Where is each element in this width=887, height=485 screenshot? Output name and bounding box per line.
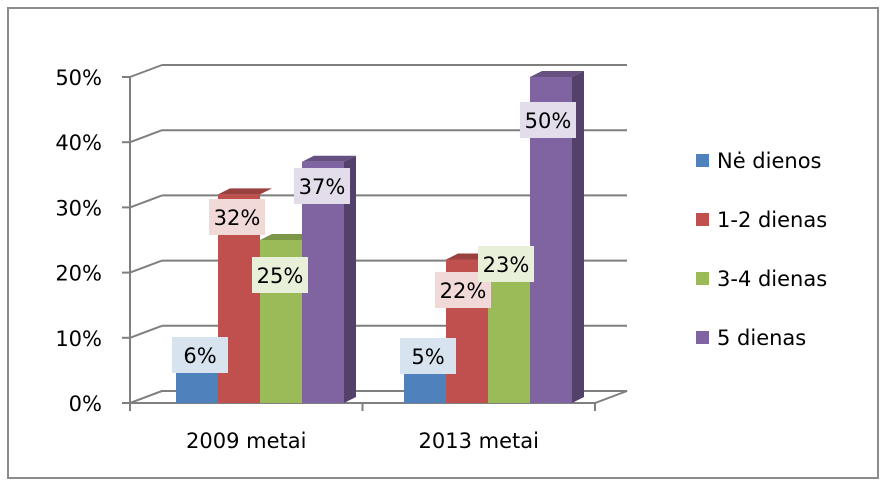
- side-gridline: [129, 390, 163, 404]
- data-label-text: 25%: [257, 264, 304, 288]
- legend-swatch: [696, 331, 709, 344]
- data-label: 50%: [520, 102, 576, 138]
- legend-label: 3-4 dienas: [717, 267, 827, 291]
- side-gridline: [129, 259, 163, 274]
- y-tick-label: 10%: [55, 327, 102, 351]
- data-label-text: 23%: [483, 253, 530, 277]
- data-label-text: 37%: [299, 175, 346, 199]
- data-label-text: 5%: [411, 345, 444, 369]
- data-label: 25%: [252, 257, 308, 293]
- legend-label: Nė dienos: [717, 149, 822, 173]
- legend-swatch: [696, 213, 709, 226]
- data-label-text: 50%: [525, 109, 572, 133]
- side-gridline: [129, 129, 163, 144]
- data-label-box: [252, 257, 308, 293]
- x-category-label: 2009 metai: [186, 429, 306, 453]
- legend-item: 1-2 dienas: [696, 208, 827, 232]
- legend-label: 5 dienas: [717, 326, 806, 350]
- legend-item: 3-4 dienas: [696, 267, 827, 291]
- y-tick-label: 40%: [55, 131, 102, 155]
- data-label-box: [172, 337, 228, 373]
- data-label-text: 6%: [183, 344, 216, 368]
- bar-top: [260, 234, 314, 240]
- y-tick-label: 50%: [55, 66, 102, 90]
- data-label-text: 32%: [214, 206, 261, 230]
- data-label: 23%: [478, 246, 534, 282]
- side-gridline: [129, 194, 163, 209]
- y-tick-label: 30%: [55, 196, 102, 220]
- legend-label: 1-2 dienas: [717, 208, 827, 232]
- data-label-box: [400, 338, 456, 374]
- bar-side: [344, 155, 356, 403]
- data-label-text: 22%: [440, 279, 487, 303]
- bar-top: [530, 71, 584, 77]
- legend-swatch: [696, 272, 709, 285]
- side-gridline: [129, 324, 163, 339]
- data-label-box: [209, 199, 265, 235]
- data-label-box: [294, 168, 350, 204]
- legend-item: Nė dienos: [696, 149, 822, 173]
- bar-front: [404, 370, 446, 403]
- data-label-box: [478, 246, 534, 282]
- data-label: 5%: [400, 338, 456, 374]
- data-label: 32%: [209, 199, 265, 235]
- legend-swatch: [696, 154, 709, 167]
- bar-top: [302, 155, 356, 162]
- side-gridline: [129, 64, 163, 78]
- y-tick-label: 20%: [55, 262, 102, 286]
- bar-top: [218, 188, 272, 195]
- data-label: 37%: [294, 168, 350, 204]
- x-category-label: 2013 metai: [419, 429, 539, 453]
- data-label: 6%: [172, 337, 228, 373]
- bar-side: [572, 71, 584, 403]
- y-tick-label: 0%: [69, 392, 102, 416]
- legend-item: 5 dienas: [696, 326, 806, 350]
- data-label-box: [520, 102, 576, 138]
